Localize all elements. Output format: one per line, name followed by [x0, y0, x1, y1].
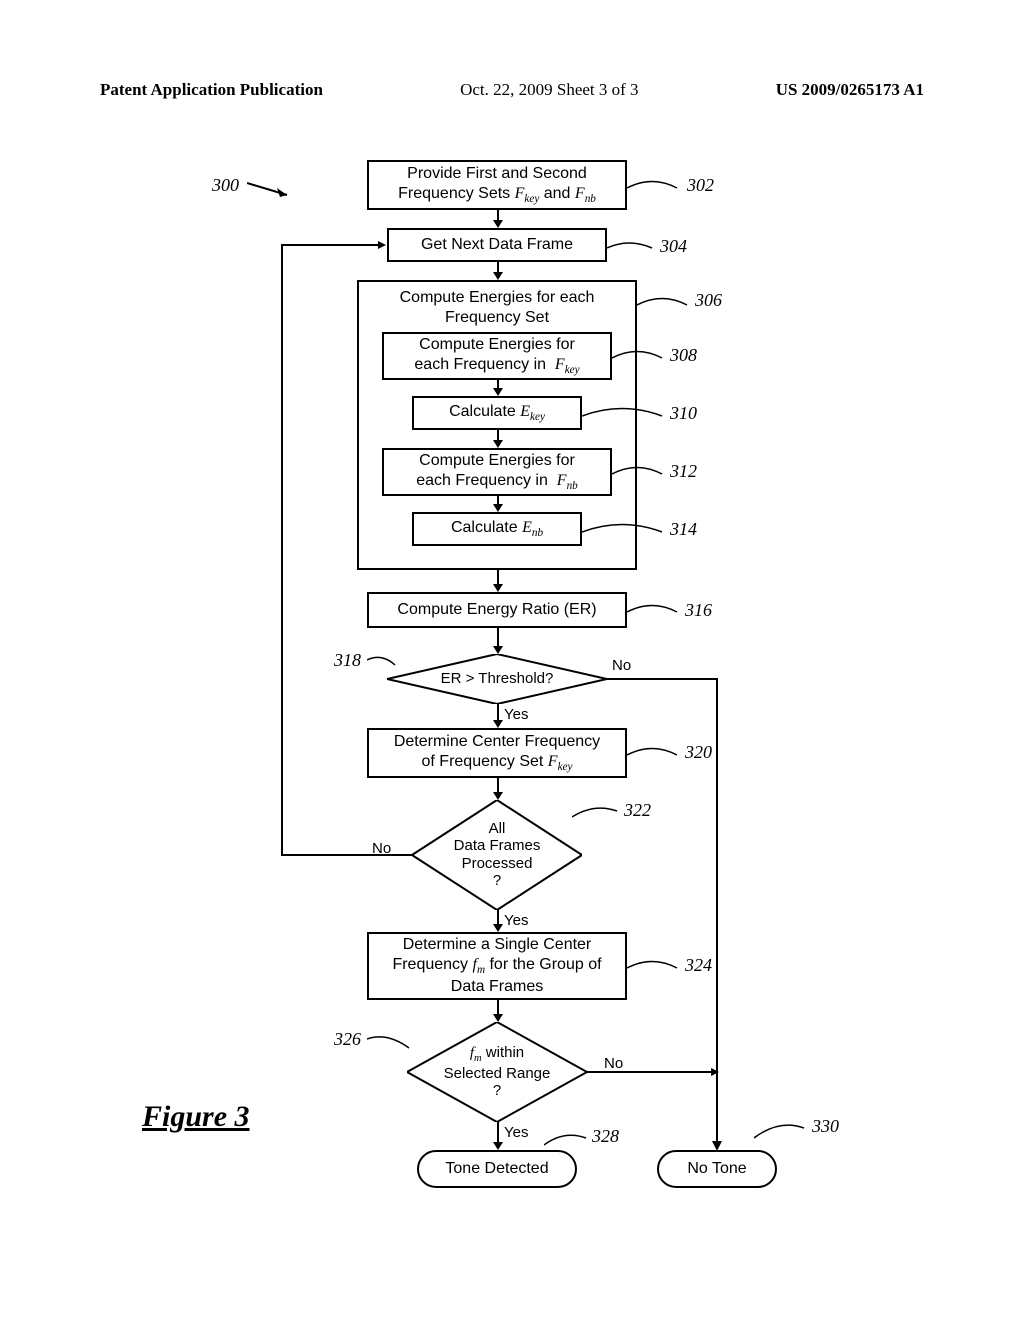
leader-316: [627, 602, 682, 622]
leader-314: [582, 522, 667, 542]
terminal-330-text: No Tone: [687, 1160, 746, 1178]
box-310: Calculate Ekey: [412, 396, 582, 430]
connector-302-304: [492, 210, 504, 230]
connector-322-324: [492, 910, 504, 934]
terminal-328: Tone Detected: [417, 1150, 577, 1188]
ref-326: 326: [334, 1029, 361, 1050]
ref-302: 302: [687, 175, 714, 196]
leader-330: [754, 1122, 809, 1142]
ref-310: 310: [670, 403, 697, 424]
leader-312: [612, 464, 667, 484]
connector-326-328: [492, 1122, 504, 1152]
box-324-line1: Determine a Single Center: [403, 935, 592, 955]
box-320-line1: Determine Center Frequency: [394, 732, 600, 752]
leader-308: [612, 348, 667, 368]
leader-328: [544, 1130, 589, 1150]
connector-304-306: [492, 262, 504, 282]
connector-320-322: [492, 778, 504, 802]
terminal-330: No Tone: [657, 1150, 777, 1188]
box-324-line3: Data Frames: [451, 977, 543, 997]
connector-310-312: [492, 430, 504, 450]
diamond-326: fm within Selected Range ?: [407, 1022, 587, 1122]
ref-304: 304: [660, 236, 687, 257]
ref-316: 316: [685, 600, 712, 621]
connector-326-no: [587, 1068, 722, 1078]
diamond-322: All Data Frames Processed ?: [412, 800, 582, 910]
label-322-yes: Yes: [504, 912, 528, 929]
label-318-yes: Yes: [504, 706, 528, 723]
box-314: Calculate Enb: [412, 512, 582, 546]
connector-318-320: [492, 704, 504, 730]
box-316-text: Compute Energy Ratio (ER): [397, 600, 596, 620]
figure-title: Figure 3: [142, 1100, 250, 1134]
box-308-line1: Compute Energies for: [419, 335, 575, 355]
diamond-318: ER > Threshold?: [387, 654, 607, 704]
box-312-line2: each Frequency in Fnb: [416, 471, 578, 493]
page-header: Patent Application Publication Oct. 22, …: [100, 80, 924, 100]
ref-314: 314: [670, 519, 697, 540]
leader-310: [582, 406, 667, 426]
header-center: Oct. 22, 2009 Sheet 3 of 3: [460, 80, 638, 100]
box-314-text: Calculate Enb: [451, 518, 543, 540]
ref-300: 300: [212, 175, 239, 196]
flowchart: 300 Provide First and Second Frequency S…: [112, 160, 912, 1240]
terminal-328-text: Tone Detected: [445, 1160, 548, 1178]
leader-306: [637, 295, 692, 315]
box-312-line1: Compute Energies for: [419, 451, 575, 471]
box-304-text: Get Next Data Frame: [421, 235, 573, 255]
leader-304: [607, 238, 657, 258]
ref-312: 312: [670, 461, 697, 482]
header-left: Patent Application Publication: [100, 80, 323, 100]
box-310-text: Calculate Ekey: [449, 402, 545, 424]
box-320-line2: of Frequency Set Fkey: [422, 752, 573, 774]
box-304: Get Next Data Frame: [387, 228, 607, 262]
connector-316-318: [492, 628, 504, 656]
box-302-line2: Frequency Sets Fkey and Fnb: [398, 184, 596, 206]
header-right: US 2009/0265173 A1: [776, 80, 924, 100]
leader-300: [247, 180, 297, 200]
box-302-line1: Provide First and Second: [407, 164, 587, 184]
connector-322-loop: [272, 240, 417, 865]
leader-326: [367, 1034, 412, 1052]
box-302: Provide First and Second Frequency Sets …: [367, 160, 627, 210]
leader-302: [627, 178, 682, 198]
label-318-no: No: [612, 657, 631, 674]
connector-306-316: [492, 570, 504, 594]
box-324: Determine a Single Center Frequency fm f…: [367, 932, 627, 1000]
box-324-line2: Frequency fm for the Group of: [392, 955, 601, 977]
ref-306: 306: [695, 290, 722, 311]
label-326-yes: Yes: [504, 1124, 528, 1141]
connector-324-326: [492, 1000, 504, 1024]
box-308-line2: each Frequency in Fkey: [414, 355, 579, 377]
ref-330: 330: [812, 1116, 839, 1137]
ref-308: 308: [670, 345, 697, 366]
connector-318-no: [607, 675, 727, 1155]
